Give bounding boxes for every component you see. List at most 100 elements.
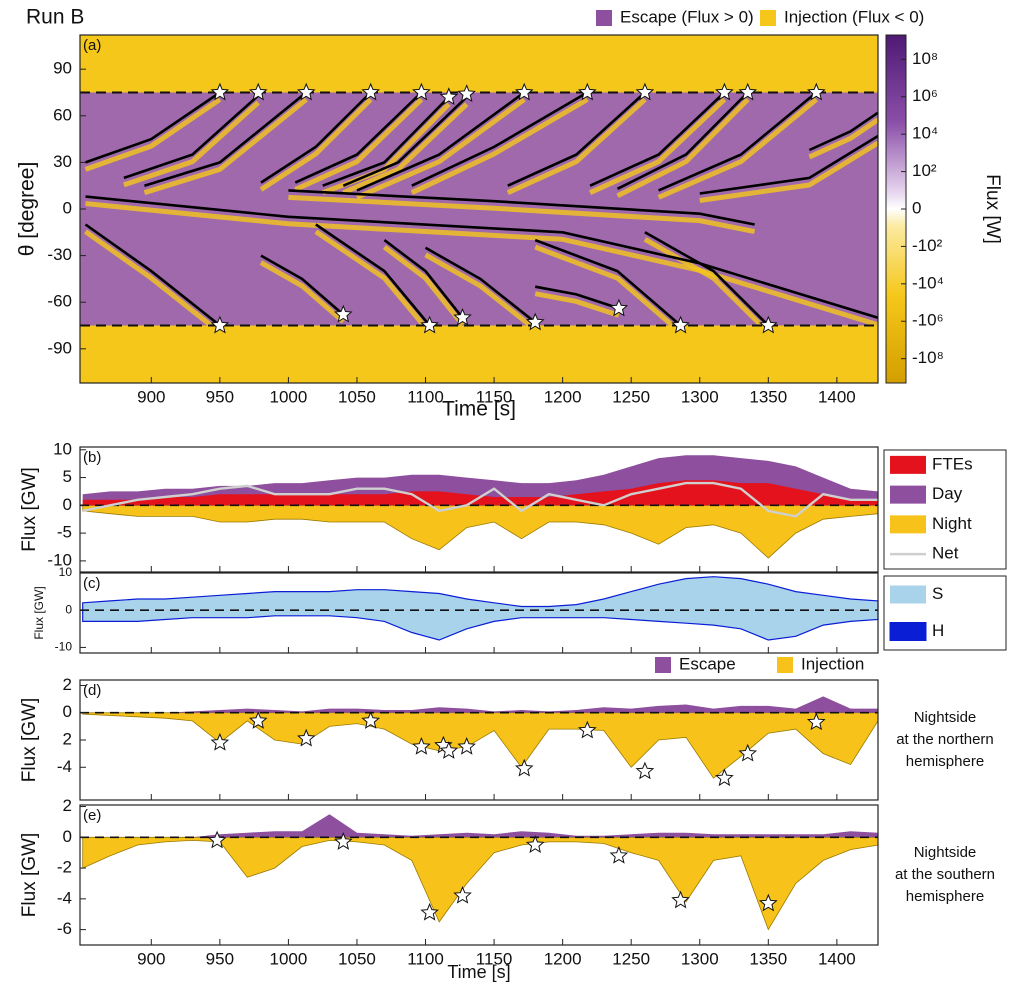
panel-note: Nightside: [914, 709, 977, 726]
legend-swatch: [889, 622, 927, 641]
event-star: [577, 82, 597, 101]
event-star: [453, 307, 472, 326]
event-star: [207, 830, 227, 849]
colorbar-tick-label: -10⁸: [912, 348, 944, 367]
y-tick-label: -5: [57, 523, 72, 542]
y-tick-label: -10: [55, 640, 73, 654]
x-tick-label: 1350: [749, 387, 787, 406]
y-tick-label: 60: [53, 105, 72, 124]
x-tick-label: 1150: [476, 949, 513, 968]
injection-streak: [288, 194, 756, 234]
track: [644, 231, 770, 327]
event-star: [412, 736, 431, 755]
event-star: [635, 761, 655, 780]
track: [315, 223, 431, 327]
injection-streak: [84, 97, 222, 172]
event-star: [514, 82, 534, 101]
y-tick-label: -2: [57, 858, 72, 877]
panel-label: (a): [83, 37, 101, 54]
area: [82, 712, 879, 779]
event-star: [738, 743, 758, 762]
x-axis-label: Time [s]: [447, 962, 510, 982]
x-tick-label: 1000: [269, 387, 307, 406]
event-star: [420, 315, 439, 334]
event-star: [333, 304, 353, 323]
legend-label: FTEs: [932, 454, 973, 473]
injection-streak: [294, 97, 424, 192]
y-tick-label: -6: [57, 919, 72, 938]
event-star: [806, 82, 826, 101]
panel-note: hemisphere: [906, 753, 984, 770]
event-star: [210, 82, 230, 101]
injection-region: [80, 35, 878, 93]
colorbar-label: Flux [W]: [982, 174, 1003, 244]
colorbar-tick-label: -10⁶: [912, 311, 944, 330]
event-star: [361, 82, 381, 101]
track: [424, 246, 537, 324]
x-tick-label: 1250: [612, 949, 650, 968]
legend-label: Net: [932, 544, 959, 563]
track: [288, 189, 755, 226]
x-tick-label: 1250: [612, 387, 650, 406]
injection-streak: [143, 97, 308, 196]
injection-streak: [85, 201, 879, 328]
injection-streak: [382, 245, 465, 327]
event-star: [609, 298, 629, 317]
x-tick-label: 1050: [338, 387, 376, 406]
x-tick-label: 1150: [476, 387, 513, 406]
area: [82, 836, 879, 931]
x-tick-label: 900: [137, 949, 165, 968]
track: [411, 91, 588, 187]
event-star: [248, 711, 268, 729]
x-tick-label: 1000: [269, 949, 307, 968]
colorbar-tick-label: 10²: [912, 161, 937, 180]
track: [342, 96, 468, 187]
y-tick-label: 30: [53, 152, 72, 171]
event-star: [333, 832, 353, 850]
area: [82, 814, 878, 838]
injection-streak: [643, 237, 771, 335]
y-tick-label: -10: [47, 550, 72, 569]
panel-note: hemisphere: [906, 888, 984, 905]
y-tick-label: -90: [47, 338, 72, 357]
track: [658, 91, 818, 192]
track: [534, 285, 620, 310]
y-tick-label: 2: [63, 796, 72, 815]
event-star: [671, 315, 690, 334]
event-star: [420, 902, 439, 921]
x-tick-label: 1300: [681, 387, 719, 406]
panel-label: (b): [83, 449, 101, 466]
panel-label: (c): [83, 575, 101, 592]
injection-streak: [534, 291, 620, 318]
y-tick-label: 0: [63, 198, 72, 217]
panel-note: at the southern: [895, 866, 995, 883]
track: [144, 91, 308, 187]
injection-streak: [410, 97, 589, 195]
injection-streak: [506, 97, 647, 195]
y-tick-label: 10: [53, 439, 72, 458]
event-star: [361, 711, 381, 729]
track: [123, 94, 260, 180]
event-star: [806, 712, 826, 731]
track: [260, 254, 345, 316]
track: [294, 91, 423, 184]
event-star: [210, 315, 230, 334]
colorbar-tick-label: 10⁶: [912, 86, 938, 105]
legend-label: Injection: [801, 654, 864, 673]
x-tick-label: 1200: [544, 949, 582, 968]
figure-title: Run B: [26, 6, 84, 29]
legend-swatch: [760, 10, 776, 26]
x-tick-label: 1050: [338, 949, 376, 968]
track: [589, 91, 726, 187]
y-tick-label: 2: [63, 729, 72, 748]
injection-streak: [534, 244, 683, 335]
event-star: [635, 82, 655, 101]
track: [356, 91, 525, 192]
area: [82, 696, 878, 713]
legend-label: H: [932, 621, 944, 640]
band: [82, 576, 879, 641]
x-tick-label: 1100: [407, 387, 444, 406]
event-star: [210, 732, 230, 751]
